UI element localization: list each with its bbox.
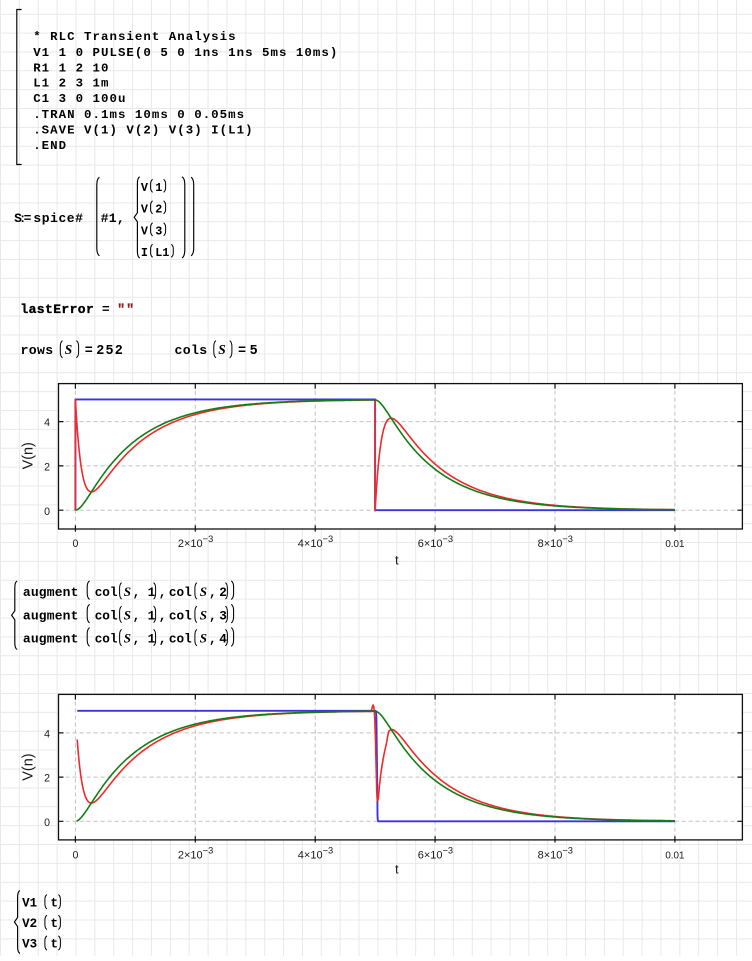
svg-text:rows: rows	[21, 343, 54, 358]
svg-text:augment: augment	[23, 585, 79, 600]
svg-text:,: ,	[209, 585, 217, 600]
svg-text:t: t	[395, 553, 399, 568]
svg-text:4: 4	[44, 417, 50, 429]
svg-text:2: 2	[219, 585, 227, 600]
svg-text:.TRAN 0.1ms 10ms 0 0.05ms: .TRAN 0.1ms 10ms 0 0.05ms	[33, 108, 245, 122]
svg-text:4: 4	[219, 632, 227, 647]
svg-text:4: 4	[44, 729, 50, 741]
svg-text:0: 0	[72, 538, 78, 550]
svg-text:augment: augment	[23, 608, 79, 623]
svg-text:.SAVE V(1) V(2) V(3) I(L1): .SAVE V(1) V(2) V(3) I(L1)	[33, 124, 253, 138]
svg-text:L1: L1	[155, 246, 169, 260]
svg-text:,: ,	[209, 632, 217, 647]
svg-text:0: 0	[44, 817, 50, 829]
svg-text:.END: .END	[33, 139, 67, 153]
svg-text:,: ,	[133, 608, 141, 623]
svg-text:5: 5	[250, 344, 258, 359]
svg-text:col: col	[169, 608, 192, 623]
svg-text:augment: augment	[23, 632, 79, 647]
svg-text:0.01: 0.01	[665, 850, 684, 861]
svg-text:R1 1 2 10: R1 1 2 10	[33, 61, 109, 75]
svg-text:1: 1	[148, 632, 156, 647]
svg-text:1: 1	[148, 608, 156, 623]
svg-text:2: 2	[44, 462, 50, 474]
svg-text:=: =	[85, 344, 93, 359]
svg-text:S: S	[200, 607, 207, 622]
svg-text:V2: V2	[22, 917, 37, 931]
svg-text:3: 3	[155, 224, 162, 238]
svg-text:,: ,	[159, 585, 167, 600]
svg-text:S: S	[14, 211, 22, 226]
svg-text:spice#: spice#	[33, 211, 83, 226]
svg-text:S: S	[218, 342, 225, 357]
svg-text:col: col	[169, 632, 192, 647]
svg-text:C1 3 0 100u: C1 3 0 100u	[33, 92, 126, 106]
svg-text:S: S	[124, 584, 131, 599]
svg-text:252: 252	[96, 344, 124, 359]
svg-text:V: V	[141, 224, 149, 238]
svg-text:,: ,	[133, 632, 141, 647]
svg-text:0: 0	[44, 506, 50, 518]
svg-text:t: t	[51, 938, 59, 952]
svg-text:V: V	[141, 181, 149, 195]
svg-text:* RLC Transient Analysis: * RLC Transient Analysis	[33, 30, 236, 44]
svg-text:=: =	[102, 302, 110, 317]
svg-text:col: col	[169, 585, 192, 600]
svg-text:V1 1 0 PULSE(0 5 0 1ns 1ns 5ms: V1 1 0 PULSE(0 5 0 1ns 1ns 5ms 10ms)	[33, 46, 338, 60]
svg-text:#1,: #1,	[101, 211, 125, 226]
svg-text:,: ,	[133, 585, 141, 600]
svg-text:t: t	[51, 917, 59, 931]
svg-text:t: t	[395, 862, 399, 877]
svg-text:,: ,	[209, 608, 217, 623]
svg-text:,: ,	[159, 608, 167, 623]
svg-text:cols: cols	[175, 343, 208, 358]
svg-text:col: col	[95, 632, 118, 647]
svg-text:V(n): V(n)	[20, 442, 36, 469]
svg-text:col: col	[95, 608, 118, 623]
svg-text:"": ""	[117, 302, 135, 317]
svg-text:V1: V1	[22, 896, 37, 910]
svg-text:S: S	[200, 631, 207, 646]
svg-text:S: S	[65, 342, 72, 357]
svg-text:col: col	[95, 585, 118, 600]
svg-text:S: S	[200, 584, 207, 599]
svg-text:2: 2	[44, 773, 50, 785]
svg-text:,: ,	[159, 632, 167, 647]
svg-text:3: 3	[219, 608, 227, 623]
svg-text:=: =	[24, 211, 32, 226]
svg-text:0.01: 0.01	[665, 539, 684, 550]
svg-text:1: 1	[155, 181, 162, 195]
svg-text:S: S	[124, 607, 131, 622]
svg-text:V: V	[141, 202, 149, 216]
svg-text:2: 2	[155, 202, 162, 216]
svg-text:1: 1	[148, 585, 156, 600]
svg-text:V3: V3	[22, 938, 37, 952]
svg-text:=: =	[238, 344, 246, 359]
svg-text:t: t	[51, 896, 59, 910]
svg-text::: :	[19, 212, 26, 226]
svg-text:lastError: lastError	[20, 302, 94, 317]
svg-text:0: 0	[72, 849, 78, 861]
svg-text:S: S	[124, 631, 131, 646]
svg-text:V(n): V(n)	[20, 754, 36, 781]
svg-text:I: I	[141, 246, 148, 260]
svg-text:L1 2 3 1m: L1 2 3 1m	[33, 77, 109, 91]
